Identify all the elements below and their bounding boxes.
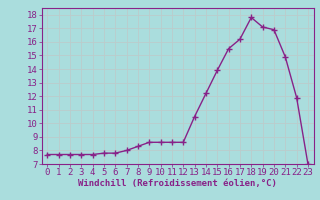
X-axis label: Windchill (Refroidissement éolien,°C): Windchill (Refroidissement éolien,°C) — [78, 179, 277, 188]
